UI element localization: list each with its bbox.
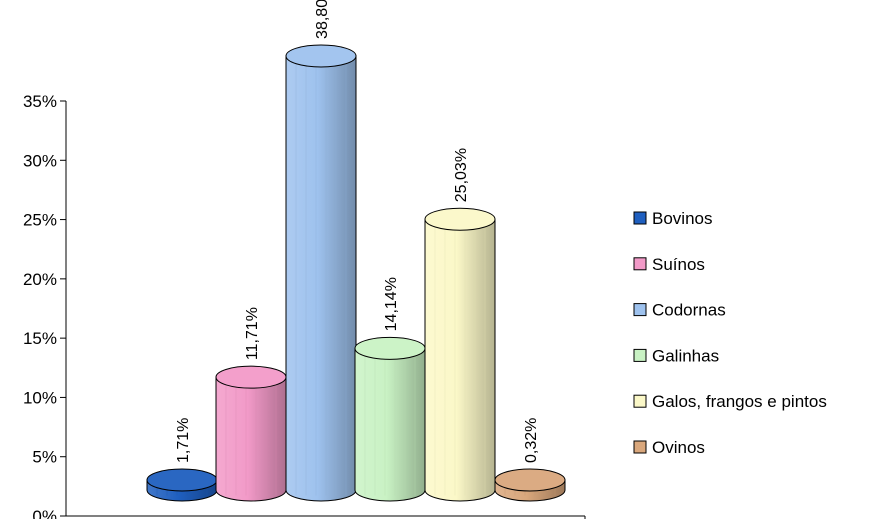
bar-1 [146,468,218,502]
y-tick-label: 5% [32,448,57,467]
legend-item: Galos, frangos e pintos [633,392,827,411]
y-tick-label: 15% [23,329,57,348]
bar-top-cap [285,44,357,68]
bar-body [424,218,496,502]
bar-body [354,347,426,502]
data-label: 11,71% [244,307,261,360]
legend-label: Codornas [652,301,726,320]
data-label: 0,32% [523,418,540,463]
y-tick-label: 35% [23,92,57,111]
data-label: 38,80% [314,0,331,39]
bar-5 [424,207,496,502]
legend-label: Bovinos [652,209,712,228]
bar-top-cap [354,336,426,360]
data-label: 25,03% [453,148,470,202]
y-tick-label: 30% [23,151,57,170]
legend-label: Galinhas [652,346,719,365]
legend-swatch [633,394,647,408]
legend-label: Galos, frangos e pintos [652,392,827,411]
bar-top-cap [424,207,496,231]
bar-4 [354,336,426,502]
legend-swatch [633,440,647,454]
legend-label: Suínos [652,255,705,274]
bar-top-cap [215,365,287,389]
bar-3 [285,44,357,502]
bar-2 [215,365,287,502]
bar-body [215,376,287,502]
legend-item: Codornas [633,301,726,320]
legend-swatch [633,257,647,271]
legend-item: Bovinos [633,209,712,228]
bar-body [285,55,357,502]
legend-item: Galinhas [633,346,719,365]
data-label: 1,71% [175,418,192,463]
legend-item: Ovinos [633,438,705,457]
legend-swatch [633,348,647,362]
y-tick-label: 10% [23,388,57,407]
legend-swatch [633,211,647,225]
legend-label: Ovinos [652,438,705,457]
y-tick-label: 25% [23,211,57,230]
legend-item: Suínos [633,255,705,274]
bar-top-cap [146,468,218,492]
y-tick-label: 0% [32,507,57,519]
bar-6 [494,468,566,502]
data-label: 14,14% [383,277,400,331]
y-tick-label: 20% [23,270,57,289]
bar-top-cap [494,468,566,492]
legend-swatch [633,303,647,317]
